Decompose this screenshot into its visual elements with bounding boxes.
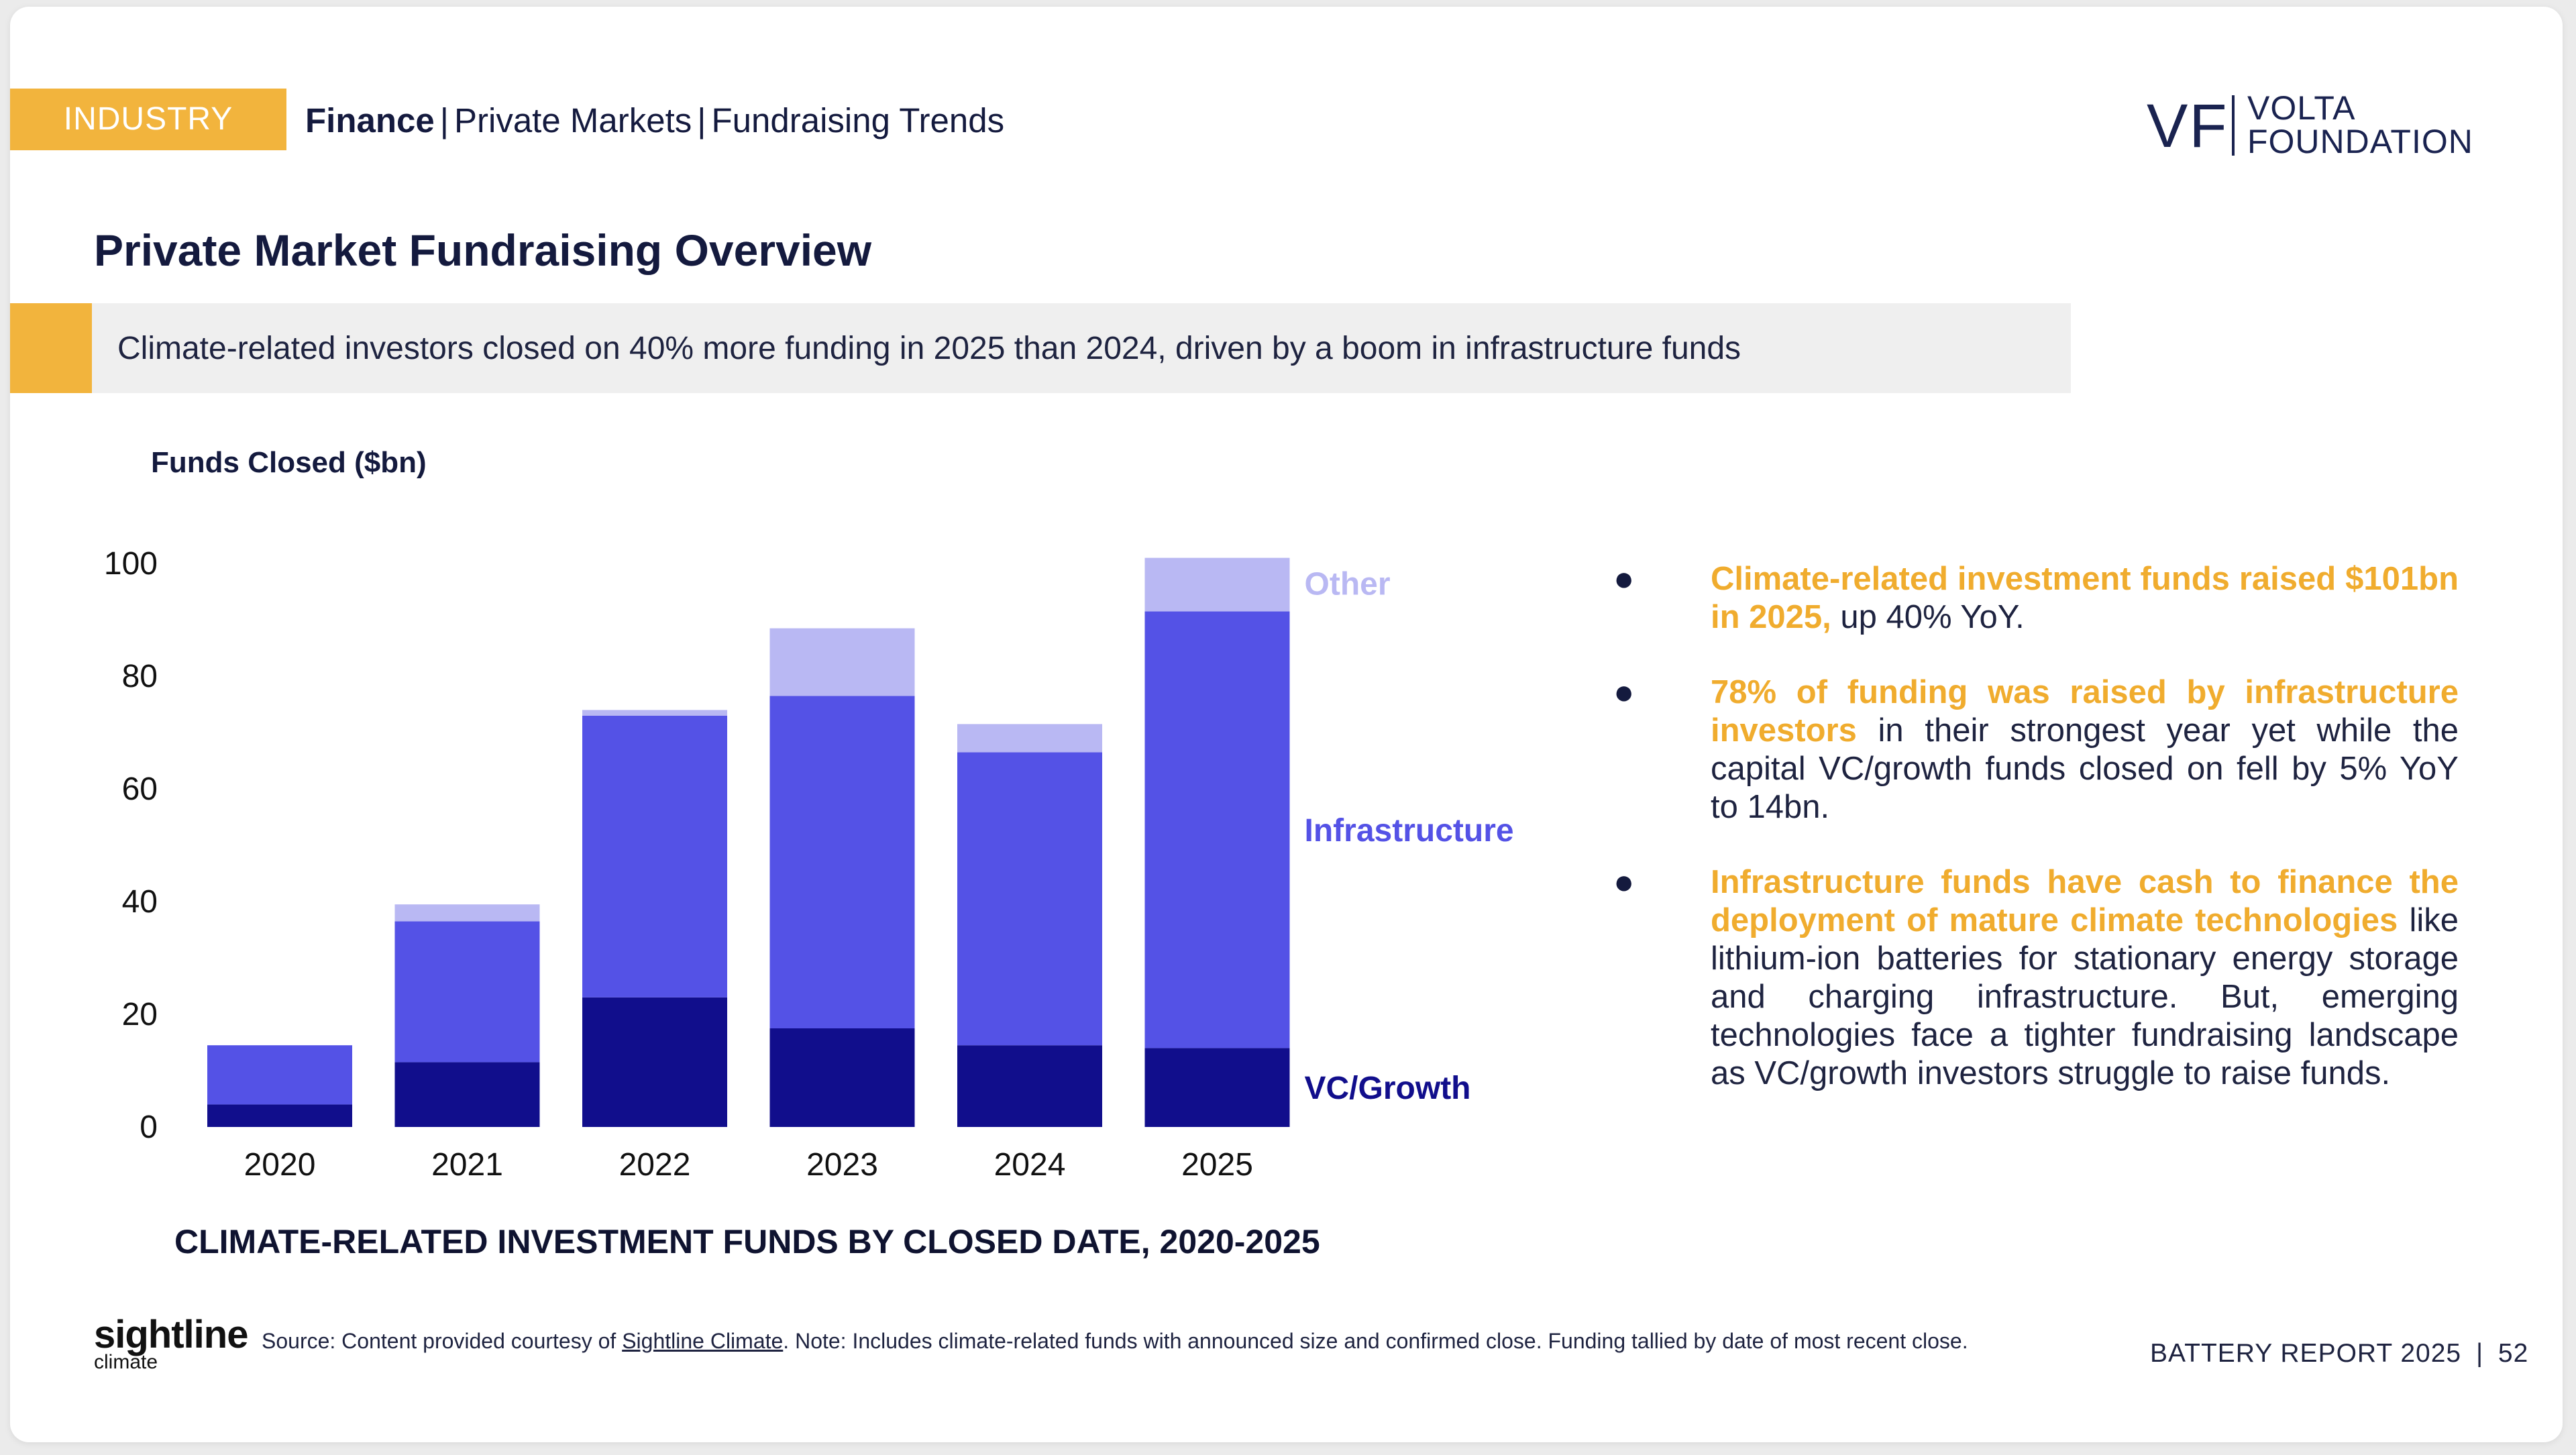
report-label: BATTERY REPORT 2025 [2150, 1339, 2462, 1368]
industry-tag: INDUSTRY [10, 89, 286, 150]
bullet-text: up 40% YoY. [1831, 599, 2025, 635]
bar-segment-vc-growth [207, 1104, 352, 1127]
y-axis-title: Funds Closed ($bn) [151, 446, 427, 479]
bar-segment-infrastructure [207, 1045, 352, 1105]
chart-title: CLIMATE-RELATED INVESTMENT FUNDS BY CLOS… [174, 1223, 1320, 1260]
bar-segment-other [957, 724, 1102, 753]
banner-text: Climate-related investors closed on 40% … [117, 331, 1741, 366]
bullet-text: like lithium-ion batteries for stationar… [1711, 902, 2459, 1091]
volta-logo-text: VOLTA FOUNDATION [2247, 91, 2473, 158]
bullet-point: ● 78% of funding was raised by infrastru… [1613, 673, 2459, 826]
bar-segment-vc-growth [957, 1045, 1102, 1127]
bar-segment-infrastructure [582, 715, 727, 998]
bar-segment-infrastructure [394, 921, 540, 1063]
page-title: Private Market Fundraising Overview [94, 225, 872, 275]
sightline-logo-main: sightline [94, 1313, 248, 1356]
bullet-highlight: Infrastructure funds have cash to financ… [1711, 864, 2459, 938]
x-tick-label: 2021 [431, 1147, 503, 1183]
page-number: 52 [2498, 1339, 2529, 1368]
logo-line-1: VOLTA [2247, 89, 2356, 127]
y-tick-label: 100 [104, 546, 158, 582]
x-tick-label: 2020 [244, 1147, 316, 1183]
bar-segment-other [769, 628, 915, 696]
bar-segment-vc-growth [394, 1062, 540, 1127]
logo-line-2: FOUNDATION [2247, 123, 2473, 160]
bar-segment-vc-growth [769, 1028, 915, 1127]
series-label: VC/Growth [1305, 1071, 1471, 1106]
bar-segment-other [582, 710, 727, 716]
sightline-logo: sightline climate [94, 1315, 248, 1372]
source-note: Source: Content provided courtesy of Sig… [262, 1328, 2026, 1354]
report-footer: BATTERY REPORT 2025 | 52 [2150, 1339, 2529, 1368]
x-tick-label: 2025 [1181, 1147, 1253, 1183]
breadcrumb-fundraising-trends[interactable]: Fundraising Trends [711, 101, 1005, 140]
banner-accent [10, 303, 92, 393]
source-suffix: . Note: Includes climate-related funds w… [783, 1329, 1968, 1353]
logo-divider [2232, 95, 2235, 156]
x-tick-label: 2024 [994, 1147, 1066, 1183]
y-tick-label: 60 [122, 771, 158, 807]
bar-segment-vc-growth [1144, 1048, 1290, 1127]
x-tick-label: 2022 [619, 1147, 691, 1183]
bar-segment-infrastructure [957, 752, 1102, 1046]
x-tick-label: 2023 [806, 1147, 878, 1183]
slide: INDUSTRY Finance | Private Markets | Fundrai… [10, 7, 2563, 1442]
bar-segment-infrastructure [1144, 611, 1290, 1048]
bullet-dot-icon: ● [1613, 673, 1635, 712]
breadcrumb: Finance | Private Markets | Fundraising Tren… [305, 101, 1005, 140]
y-tick-label: 40 [122, 884, 158, 920]
y-tick-label: 20 [122, 997, 158, 1032]
bar-segment-other [394, 904, 540, 922]
sightline-link[interactable]: Sightline Climate [622, 1329, 784, 1353]
series-label: Other [1305, 567, 1391, 602]
stacked-bar-chart: 0 20 40 60 80 100 2020 2021 2022 2023 2024 2025 VC/G… [104, 546, 1514, 1183]
breadcrumb-finance[interactable]: Finance [305, 101, 435, 140]
breadcrumb-private-markets[interactable]: Private Markets [453, 101, 692, 140]
bullet-dot-icon: ● [1613, 559, 1635, 598]
key-points: ● Climate-related investment funds raise… [1613, 560, 2459, 1130]
bullet-highlight: Climate-related investment funds raised … [1711, 561, 2459, 635]
series-label: Infrastructure [1305, 813, 1514, 849]
y-tick-label: 0 [140, 1110, 158, 1145]
bullet-point: ● Infrastructure funds have cash to fina… [1613, 863, 2459, 1093]
bullet-point: ● Climate-related investment funds raise… [1613, 560, 2459, 637]
volta-logo-mark: VF [2147, 92, 2229, 160]
bullet-text: in their strongest year yet while the ca… [1711, 712, 2459, 825]
bar-segment-vc-growth [582, 997, 727, 1127]
bar-segment-other [1144, 557, 1290, 612]
y-tick-label: 80 [122, 659, 158, 694]
sightline-logo-sub: climate [94, 1351, 158, 1373]
source-prefix: Source: Content provided courtesy of [262, 1329, 623, 1353]
bullet-dot-icon: ● [1613, 863, 1635, 902]
bar-segment-infrastructure [769, 696, 915, 1028]
key-takeaway-banner: Climate-related investors closed on 40% … [10, 303, 2071, 393]
bullet-highlight: 78% of funding was raised by infrastruct… [1711, 674, 2459, 749]
